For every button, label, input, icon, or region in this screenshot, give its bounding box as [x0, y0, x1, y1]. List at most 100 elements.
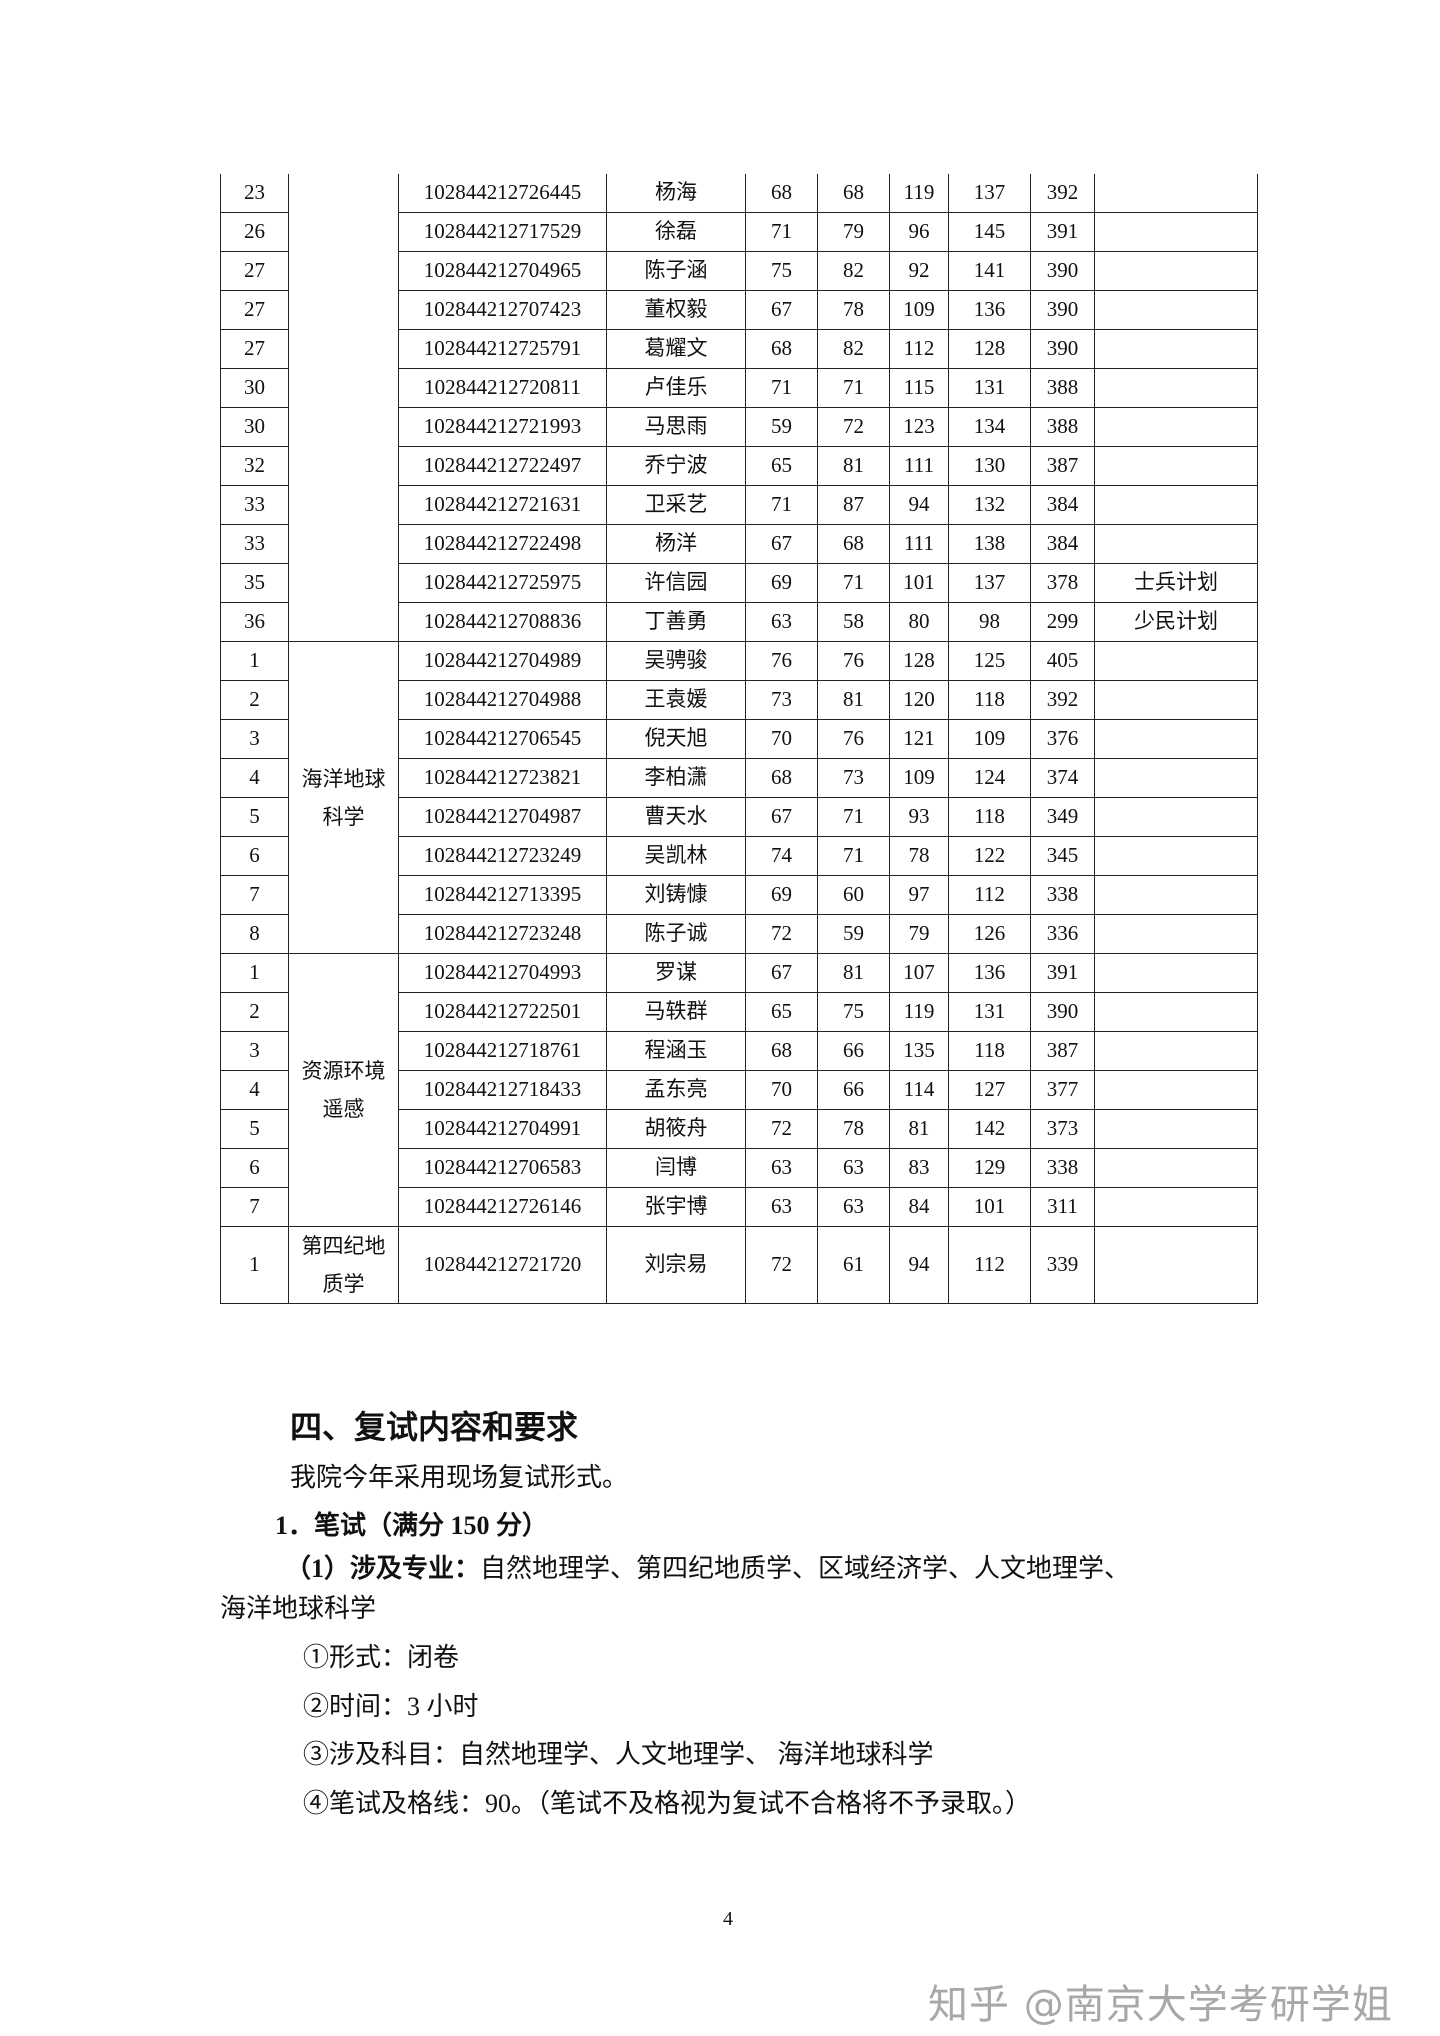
score-2-cell: 71 [817, 368, 890, 408]
total-cell: 378 [1030, 563, 1095, 603]
total-cell: 392 [1030, 174, 1095, 213]
score-1-cell: 68 [745, 174, 818, 213]
page-number: 4 [723, 1908, 733, 1930]
total-cell: 390 [1030, 329, 1095, 369]
total-cell: 338 [1030, 875, 1095, 915]
score-3-cell: 94 [889, 485, 949, 525]
remark-cell [1094, 1226, 1258, 1304]
name-cell: 马思雨 [606, 407, 746, 447]
score-3-cell: 80 [889, 602, 949, 642]
score-2-cell: 81 [817, 680, 890, 720]
score-1-cell: 68 [745, 758, 818, 798]
table-row: 8 102844212723248 陈子诚 72 59 79 126 336 [220, 914, 1258, 954]
remark-cell [1094, 251, 1258, 291]
table-row: 6 102844212723249 吴凯林 74 71 78 122 345 [220, 836, 1258, 876]
score-1-cell: 73 [745, 680, 818, 720]
exam-id-cell: 102844212722497 [398, 446, 607, 486]
score-1-cell: 74 [745, 836, 818, 876]
score-2-cell: 76 [817, 719, 890, 759]
remark-cell [1094, 329, 1258, 369]
name-cell: 杨洋 [606, 524, 746, 564]
rank-cell: 6 [220, 1148, 289, 1188]
total-cell: 338 [1030, 1148, 1095, 1188]
score-1-cell: 72 [745, 1226, 818, 1304]
score-1-cell: 71 [745, 368, 818, 408]
exam-id-cell: 102844212704993 [398, 953, 607, 993]
name-cell: 徐磊 [606, 212, 746, 252]
score-3-cell: 123 [889, 407, 949, 447]
score-4-cell: 128 [948, 329, 1031, 369]
name-cell: 马轶群 [606, 992, 746, 1032]
name-cell: 王袁媛 [606, 680, 746, 720]
table-row: 35 102844212725975 许信园 69 71 101 137 378 士兵计划 [220, 563, 1258, 603]
major-cell: 资源环境遥感 [288, 953, 399, 1227]
remark-cell [1094, 914, 1258, 954]
name-cell: 罗谋 [606, 953, 746, 993]
remark-cell [1094, 953, 1258, 993]
score-3-cell: 94 [889, 1226, 949, 1304]
score-3-cell: 119 [889, 174, 949, 213]
total-cell: 390 [1030, 290, 1095, 330]
exam-id-cell: 102844212725975 [398, 563, 607, 603]
score-2-cell: 87 [817, 485, 890, 525]
table-row: 33 102844212722498 杨洋 67 68 111 138 384 [220, 524, 1258, 564]
exam-id-cell: 102844212708836 [398, 602, 607, 642]
score-2-cell: 75 [817, 992, 890, 1032]
exam-id-cell: 102844212713395 [398, 875, 607, 915]
table-row: 1 海洋地球科学 102844212704989 吴骋骏 76 76 128 125 405 [220, 641, 1258, 954]
exam-id-cell: 102844212721993 [398, 407, 607, 447]
exam-id-cell: 102844212706545 [398, 719, 607, 759]
score-3-cell: 101 [889, 563, 949, 603]
score-2-cell: 73 [817, 758, 890, 798]
remark-cell [1094, 836, 1258, 876]
table-row: 4 102844212718433 孟东亮 70 66 114 127 377 [220, 1070, 1258, 1110]
table-row: 4 102844212723821 李柏潇 68 73 109 124 374 [220, 758, 1258, 798]
total-cell: 390 [1030, 992, 1095, 1032]
rank-cell: 7 [220, 875, 289, 915]
score-2-cell: 82 [817, 329, 890, 369]
remark-cell [1094, 992, 1258, 1032]
score-3-cell: 121 [889, 719, 949, 759]
rank-cell: 7 [220, 1187, 289, 1227]
score-3-cell: 109 [889, 758, 949, 798]
score-4-cell: 145 [948, 212, 1031, 252]
score-2-cell: 76 [817, 641, 890, 681]
table-row: 23 102844212726445 杨海 68 68 119 137 392 [220, 174, 1258, 642]
section-heading: 四、复试内容和要求 [290, 1409, 579, 1445]
exam-id-cell: 102844212722501 [398, 992, 607, 1032]
major-cell: 第四纪地质学 [288, 1226, 399, 1304]
score-4-cell: 142 [948, 1109, 1031, 1149]
table-row: 27 102844212725791 葛耀文 68 82 112 128 390 [220, 329, 1258, 369]
total-cell: 390 [1030, 251, 1095, 291]
table-row: 2 102844212704988 王袁媛 73 81 120 118 392 [220, 680, 1258, 720]
score-2-cell: 71 [817, 836, 890, 876]
score-2-cell: 81 [817, 953, 890, 993]
score-3-cell: 115 [889, 368, 949, 408]
table-row: 1 资源环境遥感 102844212704993 罗谋 67 81 107 136 391 [220, 953, 1258, 1227]
score-4-cell: 130 [948, 446, 1031, 486]
score-3-cell: 111 [889, 446, 949, 486]
score-4-cell: 112 [948, 1226, 1031, 1304]
rank-cell: 5 [220, 1109, 289, 1149]
remark-cell [1094, 1109, 1258, 1149]
remark-cell [1094, 368, 1258, 408]
total-cell: 336 [1030, 914, 1095, 954]
name-cell: 董权毅 [606, 290, 746, 330]
exam-id-cell: 102844212707423 [398, 290, 607, 330]
score-3-cell: 111 [889, 524, 949, 564]
score-3-cell: 109 [889, 290, 949, 330]
name-cell: 刘宗易 [606, 1226, 746, 1304]
table-row: 6 102844212706583 闫博 63 63 83 129 338 [220, 1148, 1258, 1188]
score-1-cell: 67 [745, 290, 818, 330]
name-cell: 丁善勇 [606, 602, 746, 642]
table-row: 3 102844212706545 倪天旭 70 76 121 109 376 [220, 719, 1258, 759]
remark-cell: 士兵计划 [1094, 563, 1258, 603]
major-cell: 海洋地球科学 [288, 641, 399, 954]
score-4-cell: 137 [948, 563, 1031, 603]
score-table: 23 102844212726445 杨海 68 68 119 137 392 26 102844… [220, 174, 1258, 1304]
rank-cell: 27 [220, 329, 289, 369]
score-4-cell: 136 [948, 953, 1031, 993]
exam-id-cell: 102844212725791 [398, 329, 607, 369]
score-2-cell: 68 [817, 174, 890, 213]
remark-cell [1094, 680, 1258, 720]
